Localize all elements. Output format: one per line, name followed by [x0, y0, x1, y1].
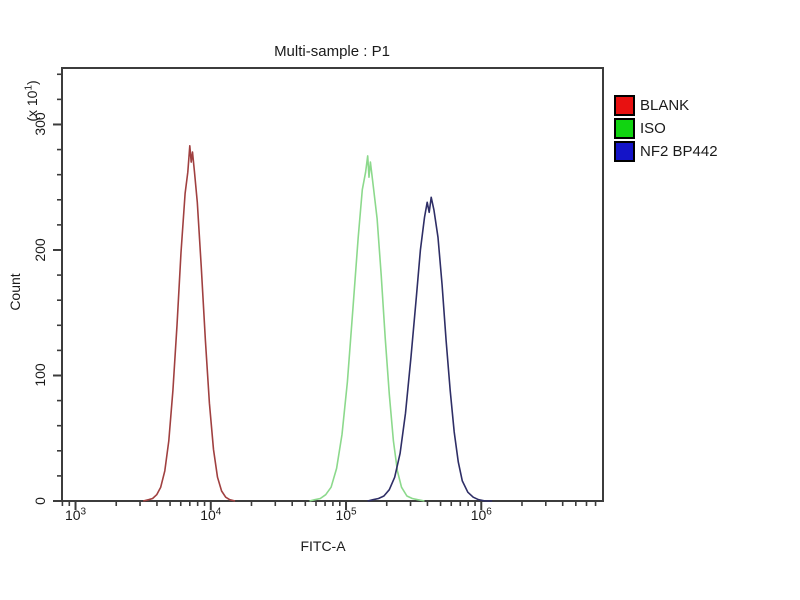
- x-tick-label-1e6: 106: [470, 506, 492, 523]
- legend-item-label: BLANK: [640, 97, 690, 114]
- legend-item: ISO: [614, 118, 718, 139]
- legend-item: BLANK: [614, 95, 718, 116]
- x-tick-label-1e4: 104: [200, 506, 222, 523]
- legend-item-label: ISO: [640, 120, 666, 137]
- chart-title: Multi-sample : P1: [274, 43, 390, 60]
- legend-item-label: NF2 BP442: [640, 143, 718, 160]
- y-tick-label-100: 100: [32, 363, 48, 388]
- y-axis-title: Count: [7, 273, 23, 311]
- y-tick-label-300: 300: [32, 112, 48, 137]
- x-tick-label-1e3: 103: [64, 506, 87, 523]
- legend-swatch-green-icon: [614, 118, 635, 139]
- legend: BLANK ISO NF2 BP442: [614, 95, 718, 164]
- legend-item: NF2 BP442: [614, 141, 718, 162]
- x-tick-label-1e5: 105: [335, 506, 357, 523]
- y-axis-unit-exponent: 1: [23, 84, 35, 91]
- legend-swatch-red-icon: [614, 95, 635, 116]
- x-axis-title: FITC-A: [300, 538, 346, 554]
- y-tick-label-200: 200: [32, 238, 48, 262]
- y-tick-label-0: 0: [32, 497, 48, 505]
- legend-swatch-blue-icon: [614, 141, 635, 162]
- y-axis-unit-suffix: ): [24, 80, 40, 85]
